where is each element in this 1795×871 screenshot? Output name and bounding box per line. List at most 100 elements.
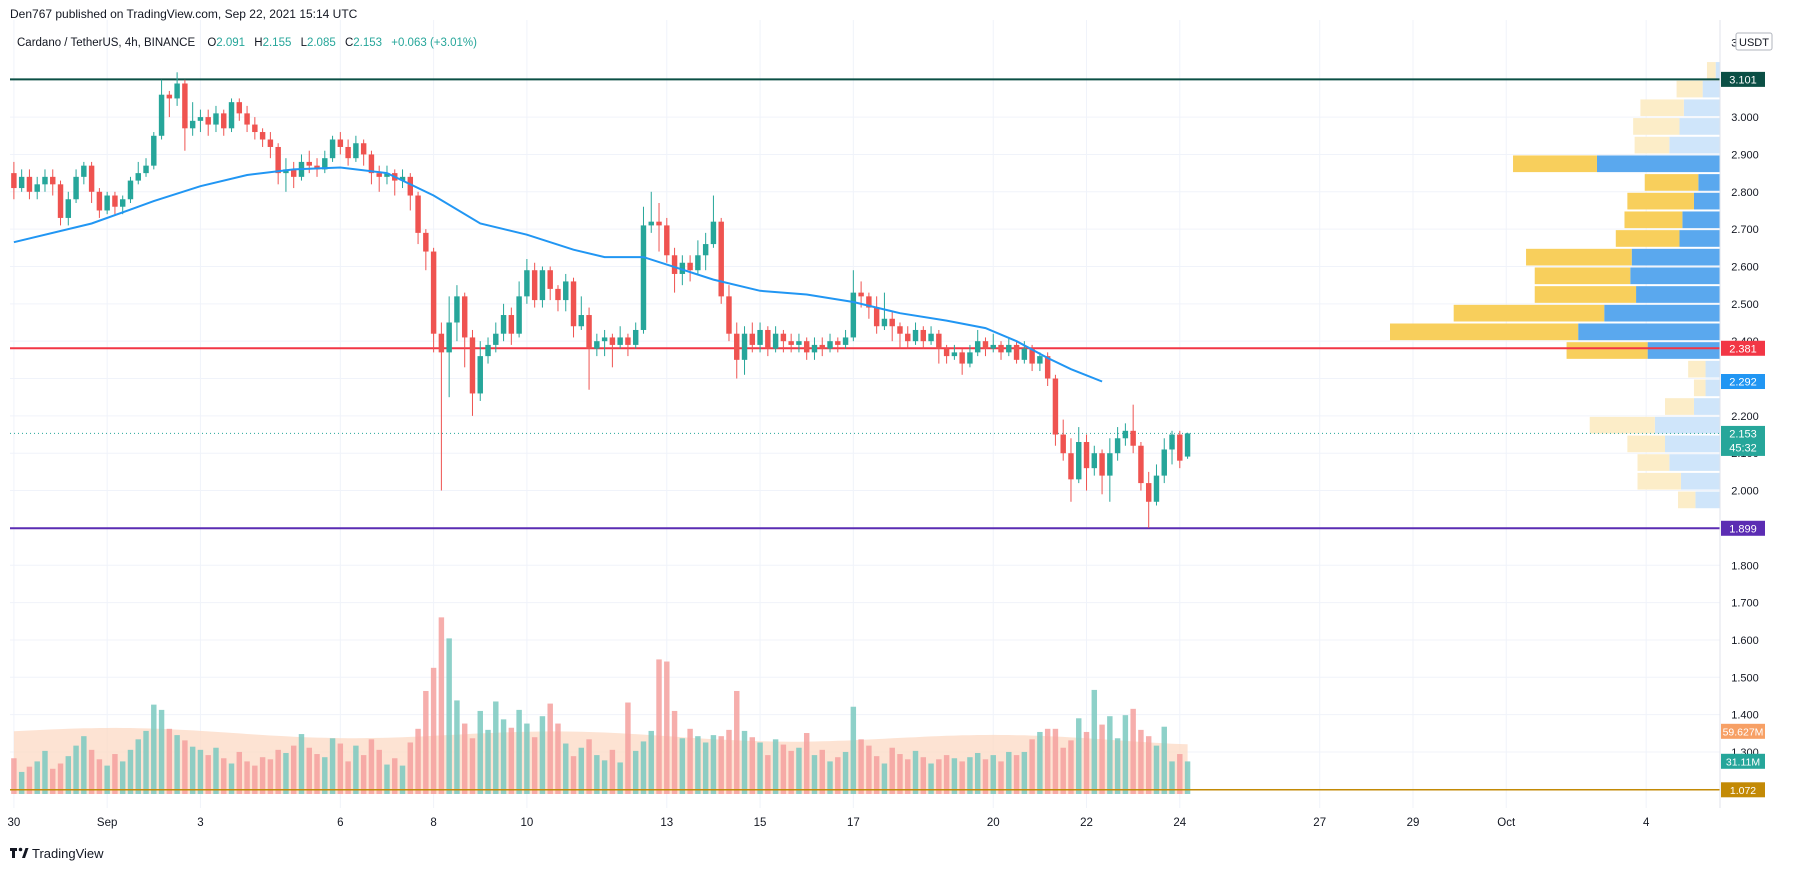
- candle-body: [726, 296, 732, 334]
- time-tick-label: 24: [1173, 817, 1186, 829]
- volume-bar: [555, 723, 561, 794]
- volume-bar: [500, 719, 507, 794]
- symbol-legend: Cardano / TetherUS, 4h, BINANCE O2.091 H…: [17, 37, 477, 49]
- candle-body: [656, 221, 662, 226]
- profile-buy-bar: [1678, 491, 1696, 509]
- volume-bar: [516, 709, 522, 794]
- volume-bar: [858, 739, 864, 794]
- candle-body: [967, 352, 973, 364]
- candle-body: [866, 296, 872, 308]
- candle-body: [524, 270, 530, 297]
- volume-bar: [127, 749, 134, 794]
- profile-buy-bar: [1637, 454, 1670, 471]
- volume-bar: [609, 749, 616, 794]
- volume-bar: [578, 747, 585, 794]
- candle-body: [26, 176, 33, 192]
- candle-body: [1114, 438, 1121, 454]
- volume-bar: [329, 738, 336, 794]
- profile-sell-bar: [1631, 248, 1720, 266]
- profile-sell-bar: [1669, 136, 1720, 154]
- time-axis[interactable]: 30 Sep 3 6 8 10 13 15 17 20 22 24 27 29 Oct 4: [7, 817, 1649, 829]
- profile-buy-bar: [1633, 118, 1680, 135]
- profile-buy-bar: [1676, 80, 1703, 98]
- profile-sell-bar: [1596, 155, 1720, 173]
- candle-body: [322, 158, 328, 170]
- candle-body: [881, 318, 888, 327]
- volume-bar: [337, 743, 344, 794]
- candle-body: [469, 337, 476, 394]
- candle-body: [679, 262, 686, 274]
- volume-bar: [368, 739, 375, 794]
- candle-body: [936, 333, 942, 349]
- currency-badge[interactable]: USDT: [1735, 32, 1773, 51]
- price-tick-label: 2.900: [1731, 149, 1759, 161]
- profile-sell-bar: [1679, 230, 1720, 247]
- candle-body: [461, 296, 468, 338]
- time-tick-label: 3: [197, 817, 203, 829]
- profile-sell-bar: [1578, 323, 1720, 341]
- candle-body: [1060, 434, 1066, 454]
- volume-bar: [1177, 754, 1183, 794]
- profile-buy-bar: [1634, 136, 1670, 154]
- candle-body: [586, 315, 592, 349]
- volume-bar: [119, 761, 126, 794]
- candle-body: [1122, 430, 1129, 439]
- profile-sell-bar: [1683, 99, 1720, 117]
- volume-bar: [508, 727, 515, 794]
- symbol-title: Cardano / TetherUS, 4h, BINANCE: [17, 37, 195, 49]
- candle-body: [104, 195, 110, 211]
- profile-sell-bar: [1695, 491, 1720, 509]
- profile-buy-bar: [1624, 211, 1683, 229]
- profile-buy-bar: [1665, 398, 1694, 415]
- volume-bar: [640, 741, 647, 794]
- volume-bar: [1114, 738, 1121, 794]
- high-value: 2.155: [263, 37, 292, 49]
- volume-bar: [1091, 689, 1098, 794]
- change-value: +0.063 (+3.01%): [391, 37, 477, 49]
- candle-body: [88, 165, 95, 192]
- candle-body: [368, 154, 375, 174]
- candle-body: [765, 329, 771, 349]
- volume-bar: [236, 751, 243, 794]
- candle-body: [337, 139, 344, 147]
- candle-body: [1037, 356, 1043, 364]
- price-axis[interactable]: 3.0002.9002.8002.7002.6002.5002.4002.300…: [1731, 37, 1759, 796]
- volume-bar: [632, 750, 639, 794]
- profile-buy-bar: [1566, 342, 1648, 359]
- profile-buy-bar: [1627, 435, 1665, 453]
- profile-sell-bar: [1679, 118, 1720, 135]
- volume-bar: [205, 755, 211, 794]
- candle-body: [446, 322, 452, 353]
- candle-body: [1145, 483, 1152, 502]
- volume-bar: [298, 734, 305, 794]
- volume-bar: [485, 729, 491, 794]
- volume-label-box: [1721, 782, 1765, 798]
- candle-body: [18, 176, 25, 189]
- candle-body: [438, 333, 445, 353]
- profile-buy-bar: [1534, 286, 1637, 303]
- candle-body: [73, 176, 79, 200]
- candle-body: [329, 139, 336, 159]
- profile-sell-bar: [1693, 398, 1720, 415]
- candle-body: [81, 165, 87, 177]
- profile-buy-bar: [1644, 174, 1699, 191]
- volume-bar: [1060, 747, 1066, 794]
- low-value: 2.085: [307, 37, 336, 49]
- candle-body: [50, 176, 56, 185]
- volume-bar: [384, 764, 390, 794]
- candle-body: [539, 270, 546, 301]
- price-label-box: [1721, 425, 1765, 456]
- profile-buy-bar: [1534, 267, 1631, 285]
- candle-body: [780, 333, 787, 342]
- volume-bar: [547, 703, 553, 794]
- candle-body: [485, 344, 491, 357]
- volume-bar: [1184, 761, 1191, 794]
- candle-body: [625, 337, 631, 345]
- volume-bar: [221, 758, 227, 794]
- volume-bar: [850, 706, 857, 794]
- price-tick-label: 2.500: [1731, 299, 1759, 311]
- candle-body: [1169, 434, 1175, 450]
- tradingview-footer[interactable]: TradingView: [10, 846, 104, 861]
- volume-bar: [65, 756, 72, 794]
